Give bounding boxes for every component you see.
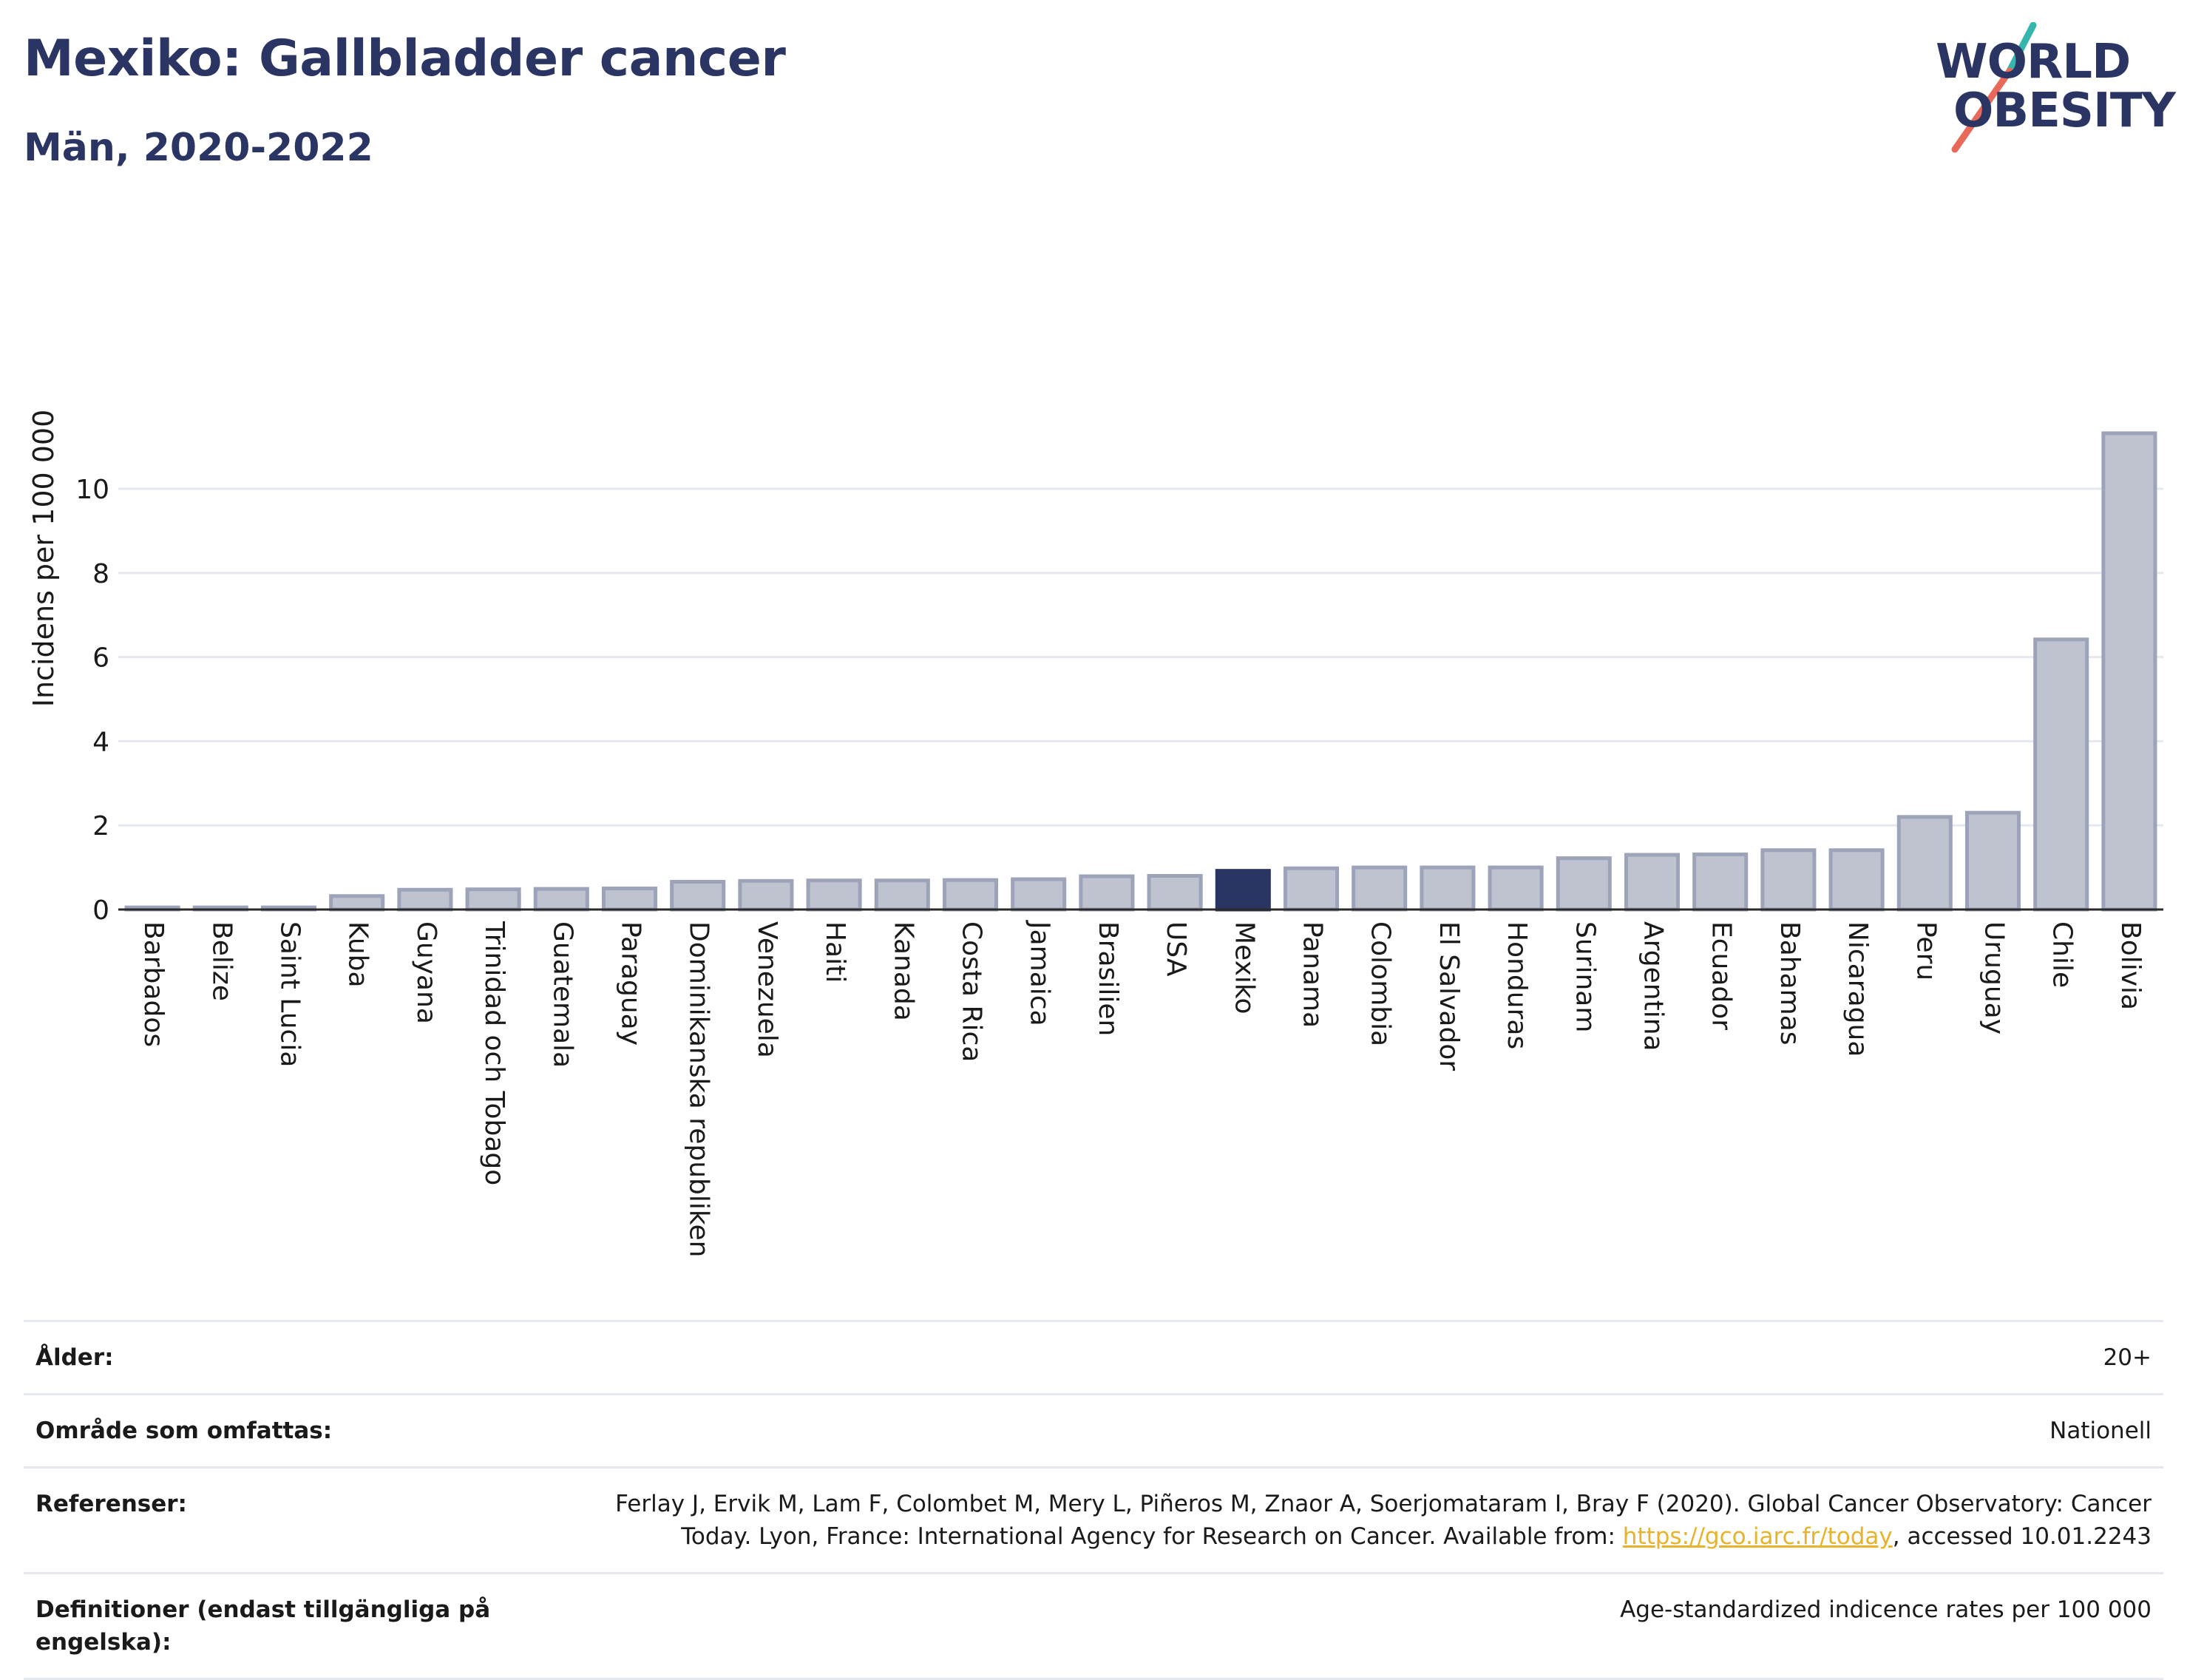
x-tick-label: Dominikanska republiken: [684, 921, 714, 1257]
bar-chile[interactable]: [2033, 637, 2089, 912]
x-tick-label: Surinam: [1570, 921, 1600, 1032]
references-link[interactable]: https://gco.iarc.fr/today: [1622, 1523, 1893, 1550]
bar-el-salvador[interactable]: [1420, 865, 1476, 912]
bar-nicaragua[interactable]: [1828, 848, 1885, 912]
x-tick-label: Argentina: [1638, 921, 1669, 1051]
bar-kanada[interactable]: [874, 878, 930, 912]
logo-slash-icon: [1951, 22, 2037, 153]
bar-uruguay[interactable]: [1964, 810, 2021, 912]
bar-colombia[interactable]: [1352, 865, 1408, 912]
axes: 0 2 4 6 8 10 Barbados Belize Saint Lucia Kuba Guya…: [75, 475, 2163, 1257]
bar-jamaica[interactable]: [1011, 877, 1067, 912]
world-obesity-logo[interactable]: WORLD OBESITY: [1922, 22, 2176, 155]
x-tick-label: El Salvador: [1434, 921, 1464, 1071]
x-tick-label: Kanada: [888, 921, 918, 1021]
bar-chart: 0 2 4 6 8 10 Barbados Belize Saint Lucia Kuba Guya…: [27, 410, 2163, 1257]
chart-subtitle: Män, 2020-2022: [24, 126, 373, 170]
y-axis-label: Incidens per 100 000: [27, 410, 60, 708]
bar-usa[interactable]: [1147, 873, 1203, 912]
metadata-table: Ålder: 20+ Område som omfattas: Nationel…: [24, 1320, 2163, 1680]
x-tick-label: Colombia: [1366, 921, 1396, 1046]
bar-peru[interactable]: [1896, 815, 1953, 912]
bar-kuba[interactable]: [329, 894, 385, 912]
grid-lines: [118, 487, 2163, 827]
area-label: Område som omfattas:: [35, 1418, 333, 1444]
y-tick-label: 8: [92, 559, 109, 589]
x-tick-label: Guatemala: [547, 921, 577, 1068]
definitions-label: Definitioner (endast tillgängliga på eng…: [35, 1596, 491, 1656]
bar-brasilien[interactable]: [1079, 874, 1135, 912]
meta-row-age: Ålder: 20+: [24, 1320, 2163, 1393]
y-tick-label: 2: [92, 811, 109, 841]
references-label: Referenser:: [35, 1491, 187, 1517]
chart-title: Mexiko: Gallbladder cancer: [24, 30, 786, 88]
meta-row-area: Område som omfattas: Nationell: [24, 1393, 2163, 1466]
bar-mexiko[interactable]: [1215, 869, 1271, 912]
age-label: Ålder:: [35, 1344, 114, 1371]
bar-paraguay[interactable]: [601, 887, 658, 912]
x-tick-label: Costa Rica: [957, 921, 987, 1062]
x-tick-label: Barbados: [138, 921, 169, 1047]
bar-guatemala[interactable]: [533, 887, 589, 912]
meta-row-definitions: Definitioner (endast tillgängliga på eng…: [24, 1572, 2163, 1680]
bar-honduras[interactable]: [1488, 865, 1544, 912]
x-tick-label: Peru: [1910, 921, 1941, 980]
bar-argentina[interactable]: [1624, 853, 1681, 912]
x-tick-label: Ecuador: [1706, 921, 1737, 1030]
x-tick-label: Bahamas: [1774, 921, 1805, 1046]
x-tick-label: Brasilien: [1093, 921, 1123, 1036]
y-tick-label: 0: [92, 895, 109, 926]
x-tick-label: Nicaragua: [1842, 921, 1873, 1057]
x-tick-label: Guyana: [411, 921, 441, 1024]
bar-dominikanska-republiken[interactable]: [670, 879, 726, 912]
bar-bolivia[interactable]: [2101, 431, 2157, 912]
y-tick-label: 6: [92, 643, 109, 674]
definitions-value: Age-standardized indicence rates per 100…: [1620, 1596, 2152, 1623]
x-tick-label: Chile: [2047, 921, 2078, 988]
x-tick-label: Uruguay: [1979, 921, 2010, 1034]
bar-ecuador[interactable]: [1692, 852, 1749, 912]
x-tick-label: Kuba: [343, 921, 373, 988]
references-text: Ferlay J, Ervik M, Lam F, Colombet M, Me…: [615, 1491, 2152, 1550]
logo-text-obesity: OBESITY: [1953, 84, 2176, 138]
x-tick-label: Mexiko: [1229, 921, 1259, 1014]
age-value: 20+: [2103, 1344, 2152, 1371]
bar-costa-rica[interactable]: [942, 878, 999, 912]
meta-row-references: Referenser: Ferlay J, Ervik M, Lam F, Co…: [24, 1466, 2163, 1572]
x-tick-label: Honduras: [1502, 921, 1532, 1049]
bar-surinam[interactable]: [1556, 856, 1612, 912]
bar-haiti[interactable]: [806, 878, 862, 912]
x-tick-label: Bolivia: [2115, 921, 2146, 1010]
x-tick-label: Jamaica: [1025, 920, 1055, 1026]
x-tick-label: Belize: [206, 921, 237, 1001]
x-tick-label: Paraguay: [616, 921, 646, 1046]
bar-venezuela[interactable]: [738, 878, 794, 912]
bar-guyana[interactable]: [397, 887, 453, 912]
x-tick-label: Haiti: [820, 921, 850, 983]
bar-trinidad-och-tobago[interactable]: [465, 887, 521, 912]
bar-panama[interactable]: [1283, 866, 1340, 912]
references-value: Ferlay J, Ervik M, Lam F, Colombet M, Me…: [562, 1488, 2152, 1553]
x-tick-label: Trinidad och Tobago: [479, 921, 509, 1185]
y-tick-label: 4: [92, 727, 109, 757]
references-accessed: , accessed 10.01.2243: [1892, 1523, 2152, 1550]
y-tick-label: 10: [75, 475, 109, 505]
bars: [124, 431, 2157, 912]
x-tick-label: Panama: [1298, 921, 1328, 1028]
area-value: Nationell: [2049, 1418, 2152, 1444]
bar-bahamas[interactable]: [1760, 848, 1817, 912]
x-tick-label: Venezuela: [752, 921, 782, 1058]
logo-text-world: WORLD: [1936, 35, 2131, 89]
x-tick-label: Saint Lucia: [275, 921, 305, 1067]
x-tick-label: USA: [1161, 921, 1191, 977]
